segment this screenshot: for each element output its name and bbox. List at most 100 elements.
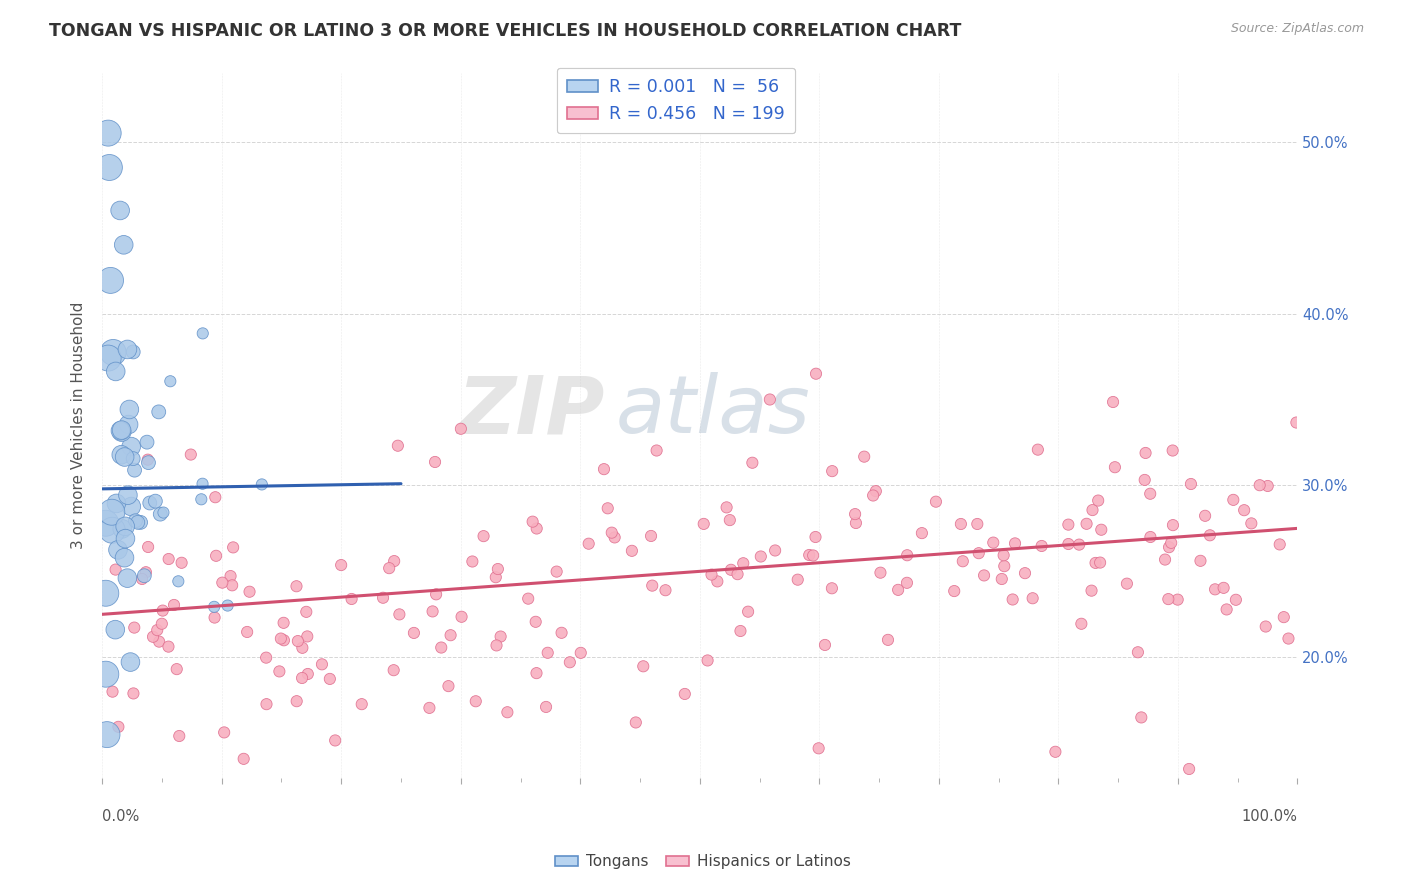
Point [270, 632, 292, 646]
Point [94, 586, 117, 600]
Point [388, 607, 411, 622]
Point [105, 496, 128, 510]
Point [862, 488, 884, 502]
Point [152, 506, 174, 520]
Point [291, 671, 314, 685]
Point [101, 345, 124, 359]
Point [101, 505, 124, 519]
Point [110, 424, 132, 438]
Point [422, 604, 444, 618]
Point [1268, 537, 1291, 551]
Point [402, 626, 425, 640]
Point [821, 464, 844, 478]
Point [96, 728, 118, 742]
Point [1194, 508, 1216, 523]
Point [217, 599, 239, 613]
Point [814, 638, 837, 652]
Point [526, 521, 548, 535]
Point [821, 582, 844, 596]
Point [1031, 539, 1053, 553]
Point [718, 513, 741, 527]
Point [340, 591, 363, 606]
Point [1090, 523, 1112, 537]
Text: 0.0%: 0.0% [103, 809, 139, 824]
Point [163, 598, 186, 612]
Point [522, 515, 544, 529]
Point [112, 237, 135, 252]
Point [799, 548, 821, 562]
Point [98, 161, 121, 175]
Point [219, 569, 242, 583]
Point [696, 653, 718, 667]
Point [100, 273, 122, 287]
Point [730, 624, 752, 638]
Point [120, 500, 142, 514]
Point [1087, 493, 1109, 508]
Point [1225, 592, 1247, 607]
Point [122, 345, 145, 359]
Point [967, 546, 990, 560]
Point [311, 657, 333, 672]
Point [1004, 536, 1026, 550]
Legend: Tongans, Hispanics or Latinos: Tongans, Hispanics or Latinos [548, 848, 858, 875]
Point [191, 476, 214, 491]
Point [97, 351, 120, 365]
Point [706, 574, 728, 589]
Point [1212, 581, 1234, 595]
Point [464, 694, 486, 708]
Point [603, 530, 626, 544]
Point [869, 566, 891, 580]
Point [1222, 492, 1244, 507]
Point [425, 587, 447, 601]
Point [114, 519, 136, 533]
Point [269, 665, 291, 679]
Point [624, 715, 647, 730]
Point [101, 523, 124, 537]
Point [382, 663, 405, 677]
Point [166, 662, 188, 676]
Point [993, 559, 1015, 574]
Point [250, 477, 273, 491]
Point [1133, 473, 1156, 487]
Point [993, 549, 1015, 563]
Point [537, 646, 560, 660]
Point [297, 667, 319, 681]
Point [1249, 478, 1271, 492]
Point [1081, 503, 1104, 517]
Point [593, 462, 616, 476]
Point [807, 741, 830, 756]
Point [853, 450, 876, 464]
Point [124, 463, 146, 477]
Point [136, 452, 159, 467]
Point [117, 488, 139, 502]
Point [124, 621, 146, 635]
Point [887, 582, 910, 597]
Point [1116, 576, 1139, 591]
Point [222, 541, 245, 555]
Point [136, 435, 159, 450]
Point [418, 701, 440, 715]
Point [117, 417, 139, 432]
Point [1167, 592, 1189, 607]
Point [273, 615, 295, 630]
Point [118, 402, 141, 417]
Point [273, 633, 295, 648]
Text: atlas: atlas [616, 372, 811, 450]
Point [110, 423, 132, 437]
Point [1204, 582, 1226, 597]
Point [111, 425, 134, 439]
Point [150, 616, 173, 631]
Point [149, 507, 172, 521]
Point [211, 575, 233, 590]
Point [191, 326, 214, 341]
Point [737, 605, 759, 619]
Point [170, 556, 193, 570]
Point [120, 440, 142, 454]
Point [114, 450, 136, 464]
Point [204, 610, 226, 624]
Point [148, 405, 170, 419]
Point [1069, 538, 1091, 552]
Point [1126, 645, 1149, 659]
Point [167, 574, 190, 589]
Point [1157, 592, 1180, 607]
